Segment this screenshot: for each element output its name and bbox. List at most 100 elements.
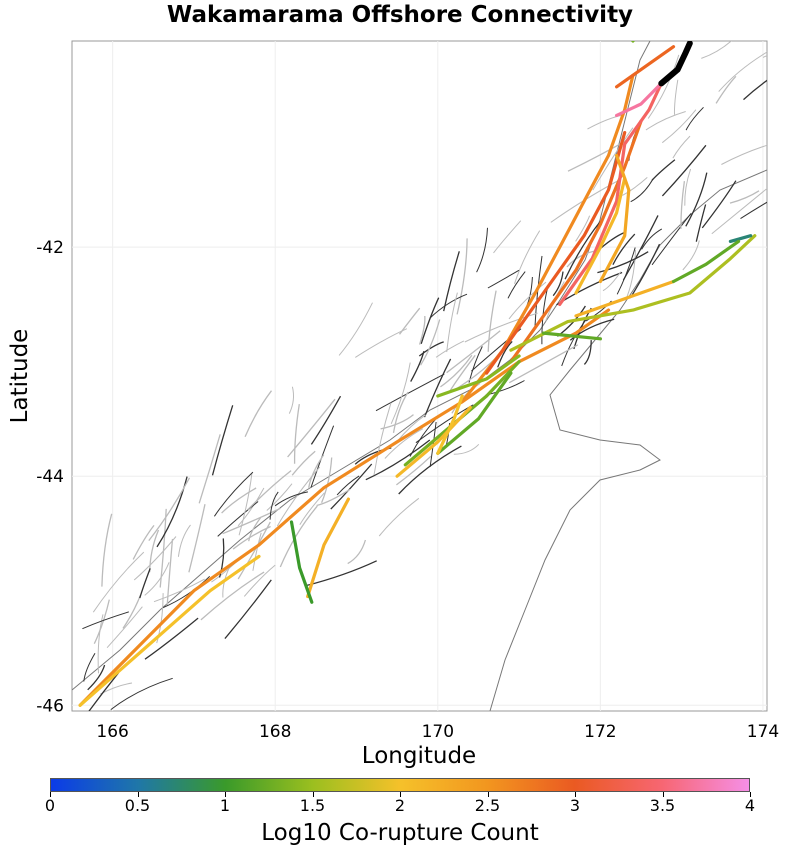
background-fault — [661, 144, 707, 197]
background-fault — [561, 318, 588, 367]
background-fault — [418, 341, 444, 357]
background-fault — [647, 54, 680, 119]
background-fault — [92, 551, 145, 613]
co-rupture-fault-trace — [728, 234, 753, 243]
background-fault — [198, 434, 221, 504]
background-fault — [476, 227, 488, 273]
background-fault — [144, 562, 170, 596]
background-fault — [287, 398, 336, 458]
background-fault — [453, 443, 480, 455]
background-fault — [101, 513, 113, 587]
background-fault — [673, 79, 679, 115]
background-fault — [87, 664, 106, 691]
background-fault — [567, 138, 630, 172]
background-fault — [221, 487, 257, 514]
co-rupture-fault-trace — [509, 234, 757, 352]
source-fault-trace — [658, 41, 693, 87]
background-fault — [392, 391, 409, 434]
background-fault — [429, 293, 468, 319]
x-tick-label: 166 — [96, 722, 128, 742]
background-fault — [247, 470, 292, 511]
background-fault — [252, 532, 262, 571]
plot-area — [71, 40, 768, 712]
background-fault — [299, 492, 325, 526]
background-fault — [320, 457, 333, 504]
x-axis-ticks: 166 168 170 172 174 — [96, 722, 779, 742]
background-fault — [622, 215, 659, 281]
background-fault — [213, 471, 254, 517]
co-rupture-fault-trace — [541, 331, 602, 341]
background-fault — [440, 354, 473, 388]
background-fault — [338, 302, 373, 356]
background-fault — [497, 340, 513, 368]
background-faults — [82, 41, 767, 711]
background-fault — [276, 466, 321, 527]
background-fault — [355, 328, 408, 358]
background-fault — [507, 271, 526, 299]
background-fault — [711, 187, 767, 235]
co-rupture-fault-trace — [671, 239, 741, 284]
background-fault — [159, 508, 167, 588]
background-fault — [487, 290, 497, 352]
background-fault — [456, 238, 468, 315]
background-fault — [685, 106, 704, 131]
background-fault — [166, 538, 174, 606]
background-fault — [718, 51, 767, 92]
x-tick-label: 170 — [422, 722, 454, 742]
background-fault — [133, 536, 177, 581]
background-fault — [443, 251, 460, 312]
background-fault — [132, 524, 155, 560]
background-fault — [373, 402, 392, 476]
background-fault — [423, 358, 452, 418]
background-fault — [217, 501, 259, 537]
background-fault — [680, 181, 686, 230]
x-tick-label: 168 — [259, 722, 291, 742]
background-fault — [420, 297, 440, 345]
background-fault — [651, 213, 692, 266]
background-fault — [106, 606, 143, 649]
background-fault — [384, 428, 424, 459]
co-rupture-fault-trace — [558, 81, 663, 306]
co-rupture-fault-trace — [598, 153, 631, 284]
background-fault — [641, 228, 663, 250]
background-fault — [378, 497, 420, 537]
background-fault — [701, 41, 733, 59]
x-tick-label: 172 — [584, 722, 616, 742]
background-fault — [420, 319, 441, 366]
co-rupture-fault-trace — [289, 520, 314, 604]
grid-lines — [72, 41, 767, 711]
background-fault — [645, 111, 686, 131]
background-fault — [740, 201, 767, 220]
background-fault — [291, 450, 316, 476]
background-fault — [237, 521, 271, 580]
background-fault — [224, 579, 272, 640]
background-fault — [569, 318, 615, 341]
background-fault — [616, 247, 636, 295]
background-fault — [200, 571, 265, 621]
background-fault — [651, 159, 676, 181]
background-fault — [446, 292, 458, 353]
co-rupture-fault-trace — [574, 279, 676, 318]
background-fault — [211, 405, 234, 476]
background-fault — [156, 593, 164, 644]
background-fault — [446, 330, 501, 374]
background-fault — [682, 240, 700, 271]
background-fault — [82, 611, 129, 630]
background-fault — [695, 204, 707, 242]
background-fault — [390, 362, 411, 425]
background-fault — [396, 455, 432, 486]
background-fault — [162, 575, 211, 609]
background-fault — [308, 454, 325, 488]
background-fault — [279, 505, 318, 568]
background-fault — [398, 445, 462, 495]
background-fault — [508, 281, 547, 320]
background-fault — [274, 491, 308, 507]
background-fault — [365, 439, 431, 481]
co-rupture-fault-trace — [78, 308, 611, 707]
background-fault — [487, 269, 520, 289]
background-fault — [218, 538, 225, 578]
co-rupture-fault-trace — [306, 497, 350, 599]
background-fault — [375, 373, 445, 412]
background-fault — [248, 517, 262, 542]
